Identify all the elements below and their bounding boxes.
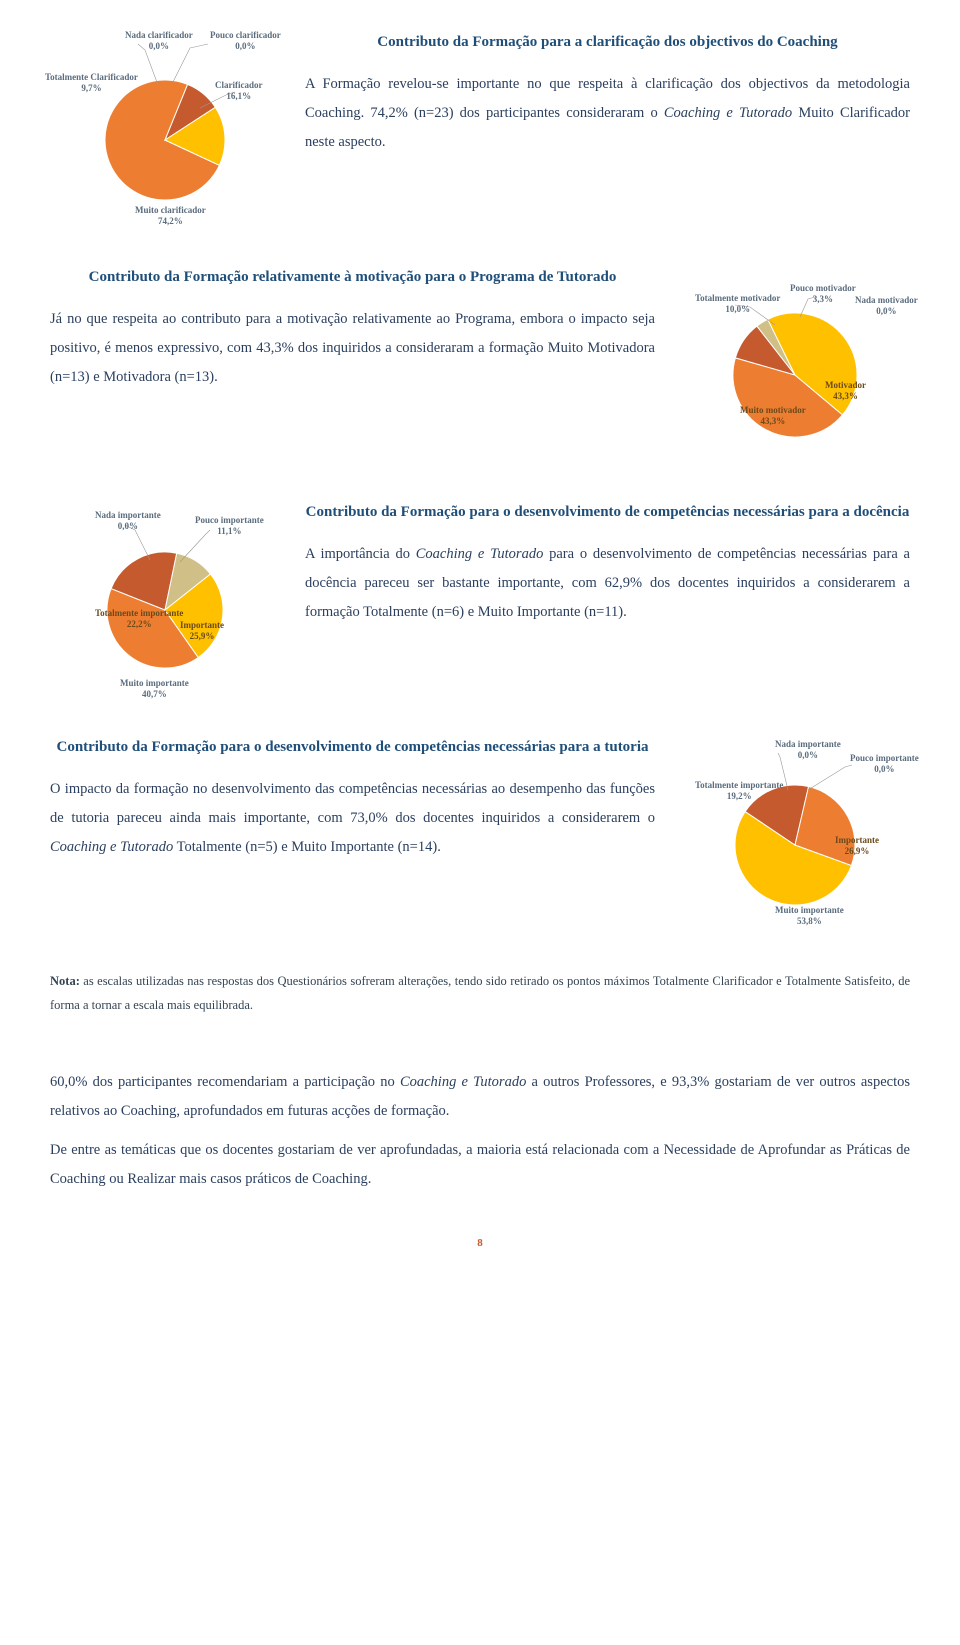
note-bold: Nota: [50,974,80,988]
page-number: 8 [50,1234,910,1253]
chart-col: Muito clarificador74,2%Totalmente Clarif… [50,30,280,230]
chart-slice-label: Nada importante0,0% [95,510,161,533]
section3-title: Contributo da Formação para o desenvolvi… [305,500,910,526]
chart-slice-label: Importante25,9% [180,620,224,643]
row: Contributo da Formação para o desenvolvi… [50,735,910,935]
section-clarificacao: Muito clarificador74,2%Totalmente Clarif… [50,30,910,230]
note-text: as escalas utilizadas nas respostas dos … [50,974,910,1012]
pie-chart-motivacao: Muito motivador43,3% Totalmente motivador… [680,265,910,465]
chart-slice-label: Pouco importante0,0% [850,753,919,776]
section4-title: Contributo da Formação para o desenvolvi… [50,735,655,761]
chart-slice-label: Totalmente importante22,2% [95,608,183,631]
chart-slice-label: Totalmente importante19,2% [695,780,783,803]
chart-col: Muito motivador43,3% Totalmente motivador… [680,265,910,465]
pie-chart-tutoria: Muito importante53,8% Totalmente importan… [680,735,910,935]
chart-slice-label: Muito motivador43,3% [740,405,806,428]
pie-chart-clarificacao: Muito clarificador74,2%Totalmente Clarif… [50,30,280,230]
chart-slice-label: Totalmente motivador10,0% [695,293,780,316]
chart-slice-label: Nada motivador0,0% [855,295,918,318]
section-docencia: Muito importante40,7% Totalmente importan… [50,500,910,700]
text-col: Contributo da Formação para a clarificaç… [305,30,910,157]
chart-slice-label: Pouco motivador3,3% [790,283,856,306]
chart-slice-label: Muito importante40,7% [120,678,189,701]
text-col: Contributo da Formação para o desenvolvi… [50,735,655,862]
closing-p2: De entre as temáticas que os docentes go… [50,1136,910,1194]
section-motivacao: Contributo da Formação relativamente à m… [50,265,910,465]
chart-slice-label: Totalmente Clarificador9,7% [45,72,138,95]
chart-slice-label: Pouco clarificador0,0% [210,30,281,53]
chart-slice-label: Importante26,9% [835,835,879,858]
section-tutoria: Contributo da Formação para o desenvolvi… [50,735,910,935]
note-paragraph: Nota: as escalas utilizadas nas resposta… [50,970,910,1018]
chart-col: Muito importante53,8% Totalmente importan… [680,735,910,935]
section4-body: O impacto da formação no desenvolvimento… [50,775,655,862]
chart-slice-label: Pouco importante11,1% [195,515,264,538]
chart-slice-label: Motivador43,3% [825,380,866,403]
chart-slice-label: Muito importante53,8% [775,905,844,928]
text-col: Contributo da Formação relativamente à m… [50,265,655,392]
chart-slice-label: Nada clarificador0,0% [125,30,193,53]
row: Muito clarificador74,2%Totalmente Clarif… [50,30,910,230]
row: Contributo da Formação relativamente à m… [50,265,910,465]
closing-paragraphs: 60,0% dos participantes recomendariam a … [50,1068,910,1194]
closing-p1: 60,0% dos participantes recomendariam a … [50,1068,910,1126]
chart-slice-label: Muito clarificador74,2% [135,205,206,228]
row: Muito importante40,7% Totalmente importan… [50,500,910,700]
section2-body: Já no que respeita ao contributo para a … [50,305,655,392]
chart-slice-label: Clarificador16,1% [215,80,263,103]
section2-title: Contributo da Formação relativamente à m… [50,265,655,291]
section3-body: A importância do Coaching e Tutorado par… [305,540,910,627]
pie-chart-docencia: Muito importante40,7% Totalmente importan… [50,500,280,700]
chart-col: Muito importante40,7% Totalmente importan… [50,500,280,700]
text-col: Contributo da Formação para o desenvolvi… [305,500,910,627]
section1-title: Contributo da Formação para a clarificaç… [305,30,910,56]
chart-slice-label: Nada importante0,0% [775,739,841,762]
section1-body: A Formação revelou-se importante no que … [305,70,910,157]
